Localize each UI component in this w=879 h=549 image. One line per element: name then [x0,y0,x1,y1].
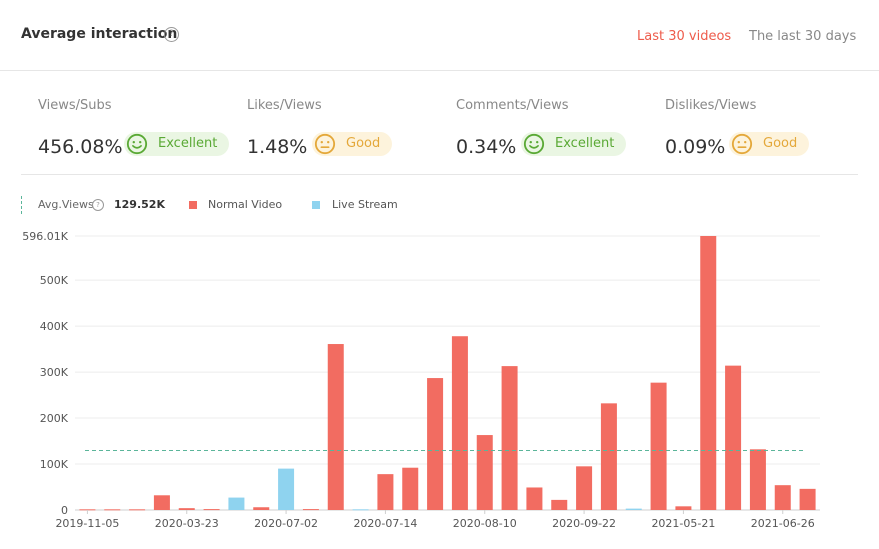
normal-video-bar[interactable] [600,403,617,510]
rating-badge: Excellent [521,132,627,156]
normal-video-swatch [189,201,197,209]
normal-video-bar[interactable] [799,488,816,510]
divider [21,174,858,175]
x-tick-label: 2020-03-23 [155,517,219,530]
x-tick-label: 2020-07-02 [254,517,318,530]
question-circle-icon[interactable]: ? [164,27,179,42]
chart-bars [79,236,816,511]
normal-video-bar[interactable] [327,344,344,510]
rating-label: Excellent [555,136,615,151]
normal-video-bar[interactable] [253,507,270,510]
avg-views-label: Avg.Views [38,198,94,211]
normal-video-bar[interactable] [725,365,742,510]
smile-face-icon [126,133,148,155]
avg-views-value: 129.52K [114,198,165,211]
x-tick-label: 2020-08-10 [453,517,517,530]
normal-video-bar[interactable] [402,467,419,510]
metric-views-subs: Views/Subs 456.08% Excellent [38,70,238,170]
question-circle-icon[interactable]: ? [92,199,104,211]
normal-video-bar[interactable] [302,509,319,511]
normal-video-bar[interactable] [129,509,146,511]
x-tick-label: 2020-07-14 [353,517,417,530]
metric-value: 0.34% [456,136,517,158]
normal-video-bar[interactable] [178,508,195,510]
x-axis-labels: 2019-11-05 2020-03-23 2020-07-02 2020-07-14… [55,510,815,530]
legend-live-stream[interactable]: Live Stream [332,198,398,211]
neutral-face-icon [731,133,753,155]
normal-video-bar[interactable] [774,485,791,510]
header: Average interaction ? Last 30 videos The… [0,0,879,71]
normal-video-bar[interactable] [451,336,468,510]
normal-video-bar[interactable] [203,509,220,511]
normal-video-bar[interactable] [153,495,170,510]
avg-line-legend-marker [21,196,22,214]
normal-video-bar[interactable] [427,378,444,510]
metric-label: Dislikes/Views [665,98,757,113]
normal-video-bar[interactable] [576,466,593,510]
tab-last-30-days[interactable]: The last 30 days [749,29,857,44]
legend-normal-video[interactable]: Normal Video [208,198,283,211]
rating-label: Good [346,136,381,151]
rating-badge: Good [729,132,810,156]
live-stream-bar[interactable] [228,497,245,510]
y-tick-label: 200K [40,412,69,425]
metric-label: Comments/Views [456,98,569,113]
metric-value: 456.08% [38,136,123,158]
metric-likes-views: Likes/Views 1.48% Good [247,70,447,170]
metric-value: 0.09% [665,136,726,158]
live-stream-swatch [312,201,320,209]
normal-video-bar[interactable] [377,474,394,510]
x-tick-label: 2020-09-22 [552,517,616,530]
y-tick-label: 100K [40,458,69,471]
live-stream-bar[interactable] [278,468,295,510]
metric-label: Views/Subs [38,98,112,113]
normal-video-bar[interactable] [79,509,96,511]
normal-video-bar[interactable] [650,382,667,510]
tab-last-30-videos[interactable]: Last 30 videos [637,29,732,44]
normal-video-bar[interactable] [476,435,493,510]
normal-video-bar[interactable] [526,487,543,510]
normal-video-bar[interactable] [700,236,717,510]
rating-label: Excellent [158,136,218,151]
y-tick-label: 500K [40,274,69,287]
normal-video-bar[interactable] [675,506,692,510]
metric-value: 1.48% [247,136,308,158]
live-stream-bar[interactable] [625,508,642,510]
chart-legend: Avg.Views ? 129.52K Normal Video Live St… [21,196,521,214]
page-title: Average interaction [21,26,178,42]
smile-face-icon [523,133,545,155]
x-tick-label: 2021-06-26 [751,517,815,530]
y-tick-label: 596.01K [22,230,68,243]
rating-label: Good [763,136,798,151]
metric-dislikes-views: Dislikes/Views 0.09% Good [665,70,865,170]
normal-video-bar[interactable] [749,449,766,510]
normal-video-bar[interactable] [104,509,121,511]
x-tick-label: 2019-11-05 [55,517,119,530]
y-tick-label: 0 [61,504,68,517]
x-tick-label: 2021-05-21 [651,517,715,530]
metric-label: Likes/Views [247,98,322,113]
rating-badge: Good [312,132,393,156]
y-tick-label: 300K [40,366,69,379]
chart-grid [75,235,820,511]
y-tick-label: 400K [40,320,69,333]
normal-video-bar[interactable] [551,499,568,510]
neutral-face-icon [314,133,336,155]
rating-badge: Excellent [124,132,230,156]
metric-comments-views: Comments/Views 0.34% Excellent [456,70,656,170]
y-axis-labels: 0 100K 200K 300K 400K 500K 596.01K [22,230,68,517]
live-stream-bar[interactable] [352,509,369,511]
normal-video-bar[interactable] [501,366,518,510]
metrics-row: Views/Subs 456.08% Excellent Likes/Views… [0,70,879,174]
